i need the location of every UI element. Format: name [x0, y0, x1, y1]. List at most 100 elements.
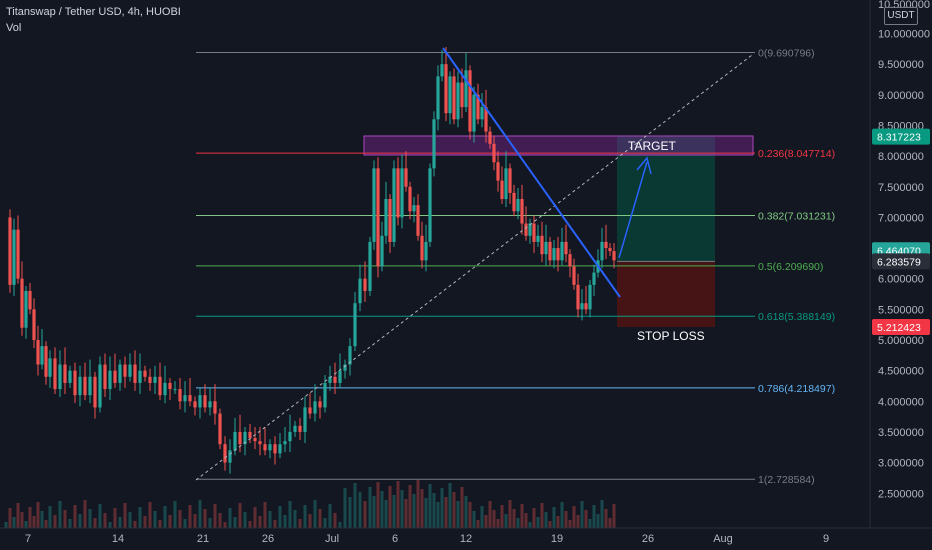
candle-body — [32, 309, 36, 340]
candle-body — [20, 278, 24, 328]
price-tick-label: 5.000000 — [878, 335, 924, 347]
volume-bar — [128, 512, 132, 528]
candle-body — [448, 76, 452, 114]
candle-body — [198, 395, 202, 408]
time-tick-label: Jul — [325, 533, 339, 545]
candle-body — [384, 199, 388, 236]
volume-bar — [28, 507, 32, 528]
time-axis[interactable]: 7 14 21 26 Jul 6 12 19 26 Aug 9 — [0, 527, 932, 545]
price-axis[interactable]: 2.500000 3.000000 3.500000 4.000000 4.500000… — [869, 0, 930, 528]
volume-bar — [113, 508, 117, 528]
volume-bar — [248, 521, 252, 528]
candle-body — [552, 248, 556, 261]
volume-bar — [376, 482, 380, 528]
candle-body — [323, 382, 327, 408]
time-tick-label: 9 — [823, 533, 829, 545]
candle-body — [572, 266, 576, 285]
candle-body — [333, 376, 337, 383]
volume-bar — [68, 519, 72, 528]
drawings[interactable]: TARGET STOP LOSS — [195, 47, 753, 481]
volume-bar — [40, 511, 44, 528]
currency-unit-badge[interactable]: USDT — [884, 7, 918, 25]
candle-body — [8, 217, 12, 285]
candle-body — [218, 413, 222, 445]
candle-body — [228, 450, 232, 463]
candle-body — [318, 401, 322, 408]
candle-body — [108, 370, 112, 390]
candle-body — [508, 168, 512, 193]
volume-bar — [283, 515, 287, 528]
candle-body — [612, 251, 616, 261]
fibonacci-retracement[interactable]: 0(9.690796) 0.236(8.047714) 0.382(7.031231… — [196, 47, 835, 486]
arrow-head — [636, 156, 652, 175]
volume-bar — [32, 516, 36, 528]
candle-body — [133, 364, 137, 383]
volume-bar — [153, 511, 157, 528]
volume-bar — [444, 497, 448, 528]
volume-bar — [238, 503, 242, 528]
candle-body — [528, 223, 532, 236]
volume-bar — [73, 505, 77, 528]
candle-body — [492, 143, 496, 163]
volume-bar — [536, 517, 540, 528]
price-tick-label: 9.000000 — [878, 90, 924, 102]
candle-body — [460, 82, 464, 108]
volume-bar — [372, 496, 376, 528]
candle-body — [283, 441, 287, 445]
candle-body — [338, 370, 342, 383]
volume-bar — [604, 509, 608, 528]
candle-body — [532, 223, 536, 242]
candle-body — [44, 346, 48, 377]
volume-bar — [512, 509, 516, 528]
volume-bar — [440, 488, 444, 528]
volume-bar — [63, 510, 67, 528]
volume-bar — [168, 515, 172, 528]
volume-bar — [404, 499, 408, 528]
candle-body — [248, 431, 252, 439]
volume-bar — [456, 501, 460, 528]
candle-body — [188, 395, 192, 402]
candle-body — [404, 168, 408, 187]
price-tick-label: 7.500000 — [878, 182, 924, 194]
volume-bar — [580, 501, 584, 528]
candle-body — [600, 241, 604, 261]
volume-bar — [223, 522, 227, 528]
volume-bar — [492, 510, 496, 528]
candle-body — [480, 107, 484, 120]
volume-bar — [118, 517, 122, 528]
candle-body — [548, 241, 552, 261]
fib-level-label: 0.382(7.031231) — [758, 210, 835, 222]
volume-bar — [548, 521, 552, 528]
volume-bar — [158, 520, 162, 528]
candle-body — [520, 199, 524, 224]
candle-body — [556, 248, 560, 261]
candle-body — [592, 272, 596, 285]
volume-bar — [576, 515, 580, 528]
price-badge — [872, 128, 930, 145]
volume-bar — [318, 509, 322, 528]
time-tick-label: 6 — [392, 533, 398, 545]
volume-bar — [78, 514, 82, 528]
volume-bar — [24, 521, 28, 528]
position-zones — [363, 135, 754, 327]
price-badge — [872, 318, 930, 335]
candle-body — [484, 107, 488, 132]
volume-bar — [83, 500, 87, 528]
candle-body — [564, 241, 568, 255]
candle-body — [88, 376, 92, 396]
candle-body — [584, 303, 588, 310]
candle-body — [58, 364, 62, 390]
volume-bar — [416, 480, 420, 528]
candle-body — [28, 290, 32, 310]
volume-bar — [484, 515, 488, 528]
candles — [8, 46, 616, 474]
volume-bar — [138, 507, 142, 528]
candle-body — [368, 241, 372, 291]
candle-body — [183, 395, 187, 402]
volume-bar — [343, 488, 347, 528]
volume-bar — [516, 518, 520, 528]
volume-bar — [338, 522, 342, 528]
candle-body — [420, 235, 424, 261]
